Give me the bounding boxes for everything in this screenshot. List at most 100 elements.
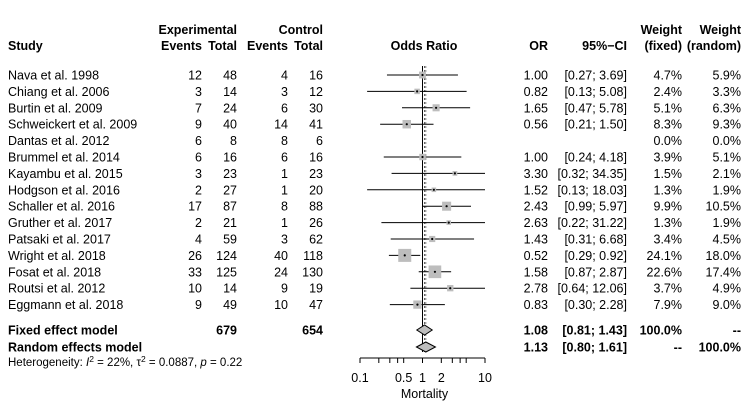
pooled-w-random: 100.0%	[699, 341, 741, 355]
heterogeneity-text: Heterogeneity: I2 = 22%, τ2 = 0.0887, p …	[8, 354, 242, 369]
pooled-label: Random effects model	[8, 341, 142, 355]
study-row: Dantas et al. 2012 6 8 8 6 0.0% 0.0%	[8, 134, 741, 148]
cell-ci-text: [0.32; 34.35]	[557, 167, 627, 181]
cell-e-total: 87	[223, 200, 237, 214]
study-row: Eggmann et al. 2018 9 49 10 47 0.83 [0.30; 2.2…	[8, 298, 741, 312]
header-control: Control	[279, 23, 323, 37]
study-row: Wright et al. 2018 26 124 40 118 0.52 [0.29; 0…	[8, 249, 741, 263]
cell-e-events: 26	[188, 249, 202, 263]
cell-ci-text: [0.47; 5.78]	[564, 101, 627, 115]
cell-c-events: 4	[281, 69, 288, 83]
cell-w-fixed: 3.7%	[654, 282, 683, 296]
cell-or-text: 1.43	[524, 233, 548, 247]
cell-w-random: 1.9%	[713, 183, 742, 197]
cell-e-total: 14	[223, 85, 237, 99]
column-headers: Study Experimental Events Total Control …	[8, 23, 742, 53]
cell-c-total: 19	[309, 282, 323, 296]
cell-c-events: 8	[281, 200, 288, 214]
cell-w-fixed: 7.9%	[654, 298, 683, 312]
cell-e-events: 6	[195, 151, 202, 165]
cell-c-events: 1	[281, 216, 288, 230]
cell-or-text: 0.82	[524, 85, 548, 99]
cell-w-random: 18.0%	[706, 249, 741, 263]
cell-or-text: 1.00	[524, 69, 548, 83]
pooled-row: Fixed effect model 679 654 1.08 [0.81; 1.43]…	[8, 324, 741, 338]
cell-c-total: 118	[303, 249, 323, 263]
cell-c-events: 8	[281, 134, 288, 148]
cell-c-events: 40	[274, 249, 288, 263]
cell-w-fixed: 1.3%	[654, 216, 683, 230]
point-estimate	[445, 205, 448, 208]
cell-study: Dantas et al. 2012	[8, 134, 110, 148]
cell-w-random: 4.9%	[713, 282, 742, 296]
cell-w-random: 5.1%	[713, 151, 742, 165]
cell-c-total: 62	[309, 233, 323, 247]
study-row: Burtin et al. 2009 7 24 6 30 1.65 [0.47; 5.78]…	[8, 101, 741, 115]
cell-c-events: 1	[281, 167, 288, 181]
cell-e-events: 2	[195, 216, 202, 230]
cell-ci-text: [0.29; 0.92]	[564, 249, 627, 263]
cell-w-random: 17.4%	[706, 265, 741, 279]
cell-w-fixed: 3.4%	[654, 233, 683, 247]
point-estimate	[416, 90, 419, 93]
cell-e-total: 59	[223, 233, 237, 247]
x-axis-label: Mortality	[401, 387, 449, 401]
cell-or-text: 1.58	[524, 265, 548, 279]
cell-study: Hodgson et al. 2016	[8, 183, 120, 197]
cell-study: Schaller et al. 2016	[8, 200, 115, 214]
cell-ci-text: [0.13; 5.08]	[564, 85, 627, 99]
cell-or-text: 3.30	[524, 167, 548, 181]
cell-e-events: 9	[195, 118, 202, 132]
cell-w-random: 9.3%	[713, 118, 742, 132]
study-row: Hodgson et al. 2016 2 27 1 20 1.52 [0.13; 18.0…	[8, 183, 741, 197]
cell-w-fixed: 9.9%	[654, 200, 683, 214]
pooled-or: 1.08	[524, 324, 548, 338]
point-estimate	[432, 188, 435, 191]
study-row: Routsi et al. 2012 10 14 9 19 2.78 [0.64; 12.0…	[8, 282, 741, 296]
cell-or-text: 0.83	[524, 298, 548, 312]
cell-w-random: 0.0%	[713, 134, 742, 148]
study-row: Patsaki et al. 2017 4 59 3 62 1.43 [0.31; 6.68…	[8, 233, 741, 247]
cell-w-random: 2.1%	[713, 167, 742, 181]
x-tick-label: 0.5	[395, 371, 412, 385]
header-control-events: Events	[247, 39, 288, 53]
cell-study: Burtin et al. 2009	[8, 101, 103, 115]
cell-e-total: 24	[223, 101, 237, 115]
pooled-row: Random effects model 1.13 [0.80; 1.61] -- 10…	[8, 341, 741, 355]
point-estimate	[416, 303, 419, 306]
pooled-diamond	[415, 341, 437, 353]
cell-c-total: 12	[309, 85, 323, 99]
cell-study: Brummel et al. 2014	[8, 151, 120, 165]
x-tick-label: 0.1	[351, 371, 368, 385]
cell-w-fixed: 22.6%	[647, 265, 682, 279]
cell-c-events: 1	[281, 183, 288, 197]
cell-c-total: 6	[316, 134, 323, 148]
cell-ci-text: [0.13; 18.03]	[557, 183, 627, 197]
cell-c-events: 24	[274, 265, 288, 279]
study-row: Fosat et al. 2018 33 125 24 130 1.58 [0.87; 2.…	[8, 265, 741, 279]
cell-e-total: 14	[223, 282, 237, 296]
point-estimate	[449, 287, 452, 290]
header-weight-fixed-sub: (fixed)	[645, 39, 683, 53]
x-tick-label: 10	[478, 371, 492, 385]
cell-c-events: 14	[274, 118, 288, 132]
cell-e-total: 40	[223, 118, 237, 132]
point-estimate	[447, 221, 450, 224]
cell-study: Nava et al. 1998	[8, 69, 99, 83]
study-rows: Nava et al. 1998 12 48 4 16 1.00 [0.27; 3.69] 4…	[8, 69, 741, 313]
plot-area	[367, 66, 485, 353]
cell-or-text: 1.52	[524, 183, 548, 197]
cell-w-random: 4.5%	[713, 233, 742, 247]
cell-c-total: 30	[309, 101, 323, 115]
cell-or-text: 0.56	[524, 118, 548, 132]
point-estimate	[433, 270, 437, 273]
cell-c-total: 26	[309, 216, 323, 230]
point-estimate	[431, 237, 434, 241]
cell-w-random: 1.9%	[713, 216, 742, 230]
cell-e-total: 125	[216, 265, 237, 279]
study-row: Schweickert et al. 2009 9 40 14 41 0.56 [0.21;…	[8, 118, 741, 132]
header-weight-fixed: Weight	[641, 23, 683, 37]
cell-e-events: 3	[195, 167, 202, 181]
pooled-w-fixed: --	[674, 341, 682, 355]
